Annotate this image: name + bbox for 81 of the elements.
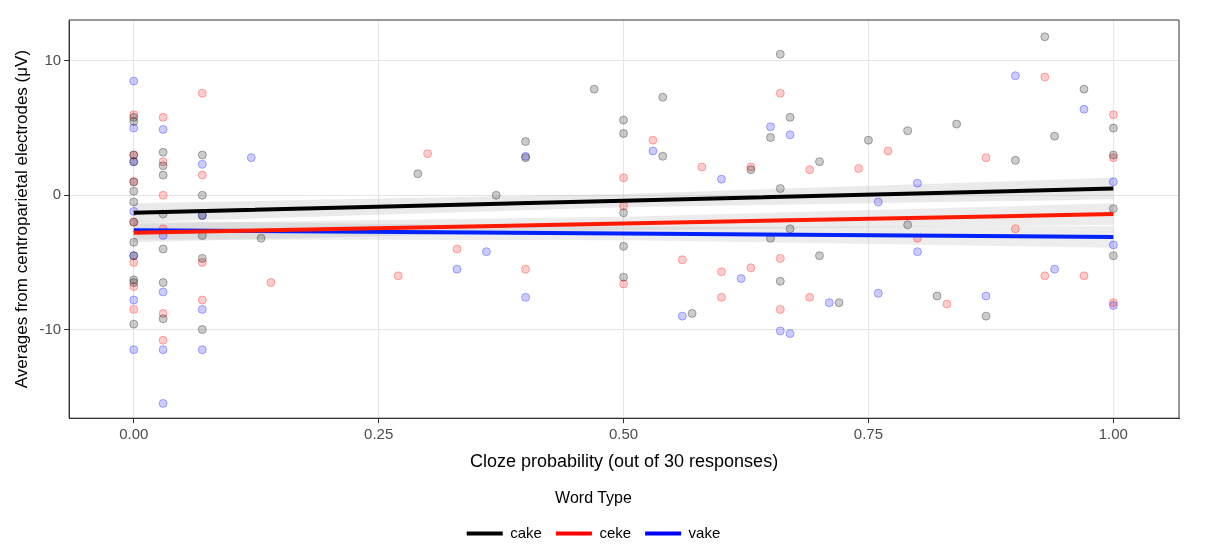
point (1108, 177, 1118, 187)
point (129, 257, 139, 267)
point (717, 292, 727, 302)
point (912, 247, 922, 257)
point (805, 165, 815, 175)
point (775, 253, 785, 263)
legend-label: cake (510, 523, 542, 541)
point (129, 345, 139, 355)
point (129, 76, 139, 86)
point (393, 271, 403, 281)
point (883, 146, 893, 156)
x-axis-title: Cloze probability (out of 30 responses) (469, 450, 779, 471)
y-tick-label: -10 (39, 319, 62, 337)
point (1079, 104, 1089, 114)
point (805, 292, 815, 302)
point (942, 299, 952, 309)
point (197, 345, 207, 355)
point (648, 146, 658, 156)
point (677, 311, 687, 321)
point (423, 149, 433, 159)
legend-label: ceke (599, 523, 632, 541)
point (1040, 271, 1050, 281)
point (158, 112, 168, 122)
point (1050, 264, 1060, 274)
point (854, 163, 864, 173)
point (197, 159, 207, 169)
point (1010, 224, 1020, 234)
point (619, 173, 629, 183)
point (1079, 271, 1089, 281)
point (481, 247, 491, 257)
point (981, 291, 991, 301)
point (521, 264, 531, 274)
point (158, 335, 168, 345)
point (717, 174, 727, 184)
y-axis-title: Averages from centroparietal electrodes (μV) (11, 49, 31, 389)
point (521, 292, 531, 302)
point (912, 178, 922, 188)
point (452, 264, 462, 274)
point (785, 130, 795, 140)
x-tick-label: 0.00 (119, 425, 149, 443)
point (648, 135, 658, 145)
point (158, 287, 168, 297)
legend-label: vake (688, 523, 721, 541)
point (677, 255, 687, 265)
point (158, 190, 168, 200)
y-tick-label: 0 (52, 185, 62, 203)
point (1010, 71, 1020, 81)
point (1108, 240, 1118, 250)
point (785, 329, 795, 339)
point (197, 170, 207, 180)
point (981, 153, 991, 163)
point (736, 274, 746, 284)
point (129, 304, 139, 314)
x-tick-label: 1.00 (1098, 425, 1128, 443)
point (746, 263, 756, 273)
point (1108, 110, 1118, 120)
point (697, 162, 707, 172)
point (197, 304, 207, 314)
x-tick-label: 0.75 (853, 425, 884, 443)
point (158, 345, 168, 355)
legend-title: Word Type (555, 489, 632, 507)
y-tick-label: 10 (44, 51, 62, 69)
point (246, 153, 256, 163)
point (158, 124, 168, 134)
point (197, 88, 207, 98)
point (775, 304, 785, 314)
point (1040, 72, 1050, 82)
point (197, 295, 207, 305)
point (824, 298, 834, 308)
point (873, 288, 883, 298)
point (775, 326, 785, 336)
x-tick-label: 0.50 (608, 425, 639, 443)
point (765, 122, 775, 132)
point (452, 244, 462, 254)
point (129, 295, 139, 305)
point (158, 398, 168, 408)
point (873, 197, 883, 207)
point (266, 278, 276, 288)
point (775, 88, 785, 98)
x-tick-label: 0.25 (364, 425, 394, 443)
point (717, 267, 727, 277)
